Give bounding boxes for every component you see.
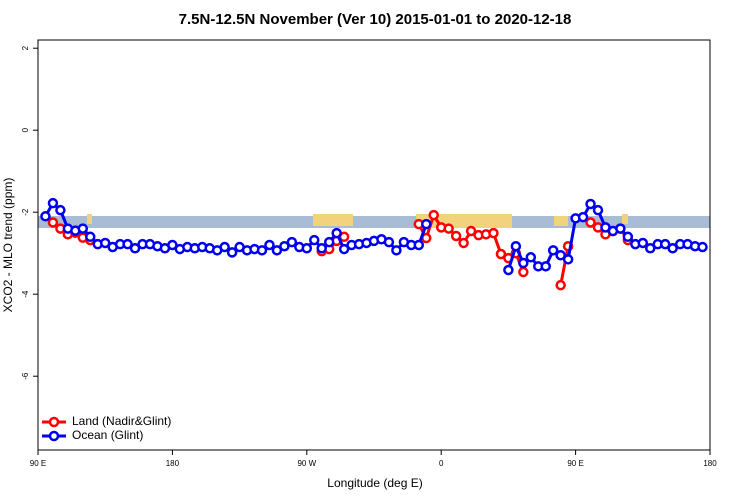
data-point	[383, 236, 395, 248]
data-point	[428, 209, 439, 221]
x-tick-label: 90 W	[297, 459, 316, 468]
data-point	[99, 237, 111, 249]
data-point	[458, 237, 469, 249]
data-point	[85, 231, 96, 243]
series	[40, 197, 708, 276]
chart-title: 7.5N-12.5N November (Ver 10) 2015-01-01 …	[179, 11, 572, 28]
data-point	[271, 245, 283, 256]
legend-label: Land (Nadir&Glint)	[72, 414, 171, 428]
data-point	[323, 236, 335, 248]
y-tick-label: 0	[21, 127, 30, 132]
data-point	[585, 217, 596, 228]
data-point	[219, 241, 230, 253]
data-point	[77, 223, 89, 234]
data-point	[622, 231, 634, 243]
data-point	[47, 197, 59, 209]
data-point	[55, 204, 66, 216]
data-point	[495, 248, 507, 260]
latitude-band	[38, 216, 710, 228]
data-point	[577, 211, 589, 223]
data-point	[226, 247, 238, 258]
data-point	[585, 198, 596, 210]
data-point	[510, 240, 522, 252]
data-point	[443, 223, 454, 234]
y-axis-label: XCO2 - MLO trend (ppm)	[1, 178, 15, 313]
data-point	[391, 245, 402, 256]
data-point	[286, 236, 298, 248]
data-point	[316, 243, 327, 254]
y-tick-label: -6	[21, 372, 30, 380]
data-point	[555, 250, 566, 261]
data-point	[540, 261, 551, 272]
land-patch	[554, 216, 568, 226]
data-point	[667, 243, 678, 254]
data-point	[697, 241, 708, 253]
data-point	[518, 266, 529, 278]
legend-label: Ocean (Glint)	[72, 428, 143, 442]
legend-marker	[48, 416, 60, 428]
data-point	[450, 230, 462, 242]
land-patch	[87, 214, 92, 224]
x-tick-label: 180	[703, 459, 717, 468]
data-point	[637, 237, 649, 249]
data-point	[309, 234, 320, 246]
data-point	[465, 225, 477, 237]
data-point	[301, 243, 313, 254]
data-point	[279, 240, 290, 252]
data-point	[547, 245, 559, 256]
data-point	[421, 218, 432, 230]
land-patch	[622, 214, 628, 224]
data-point	[338, 243, 350, 255]
series-line	[559, 245, 570, 286]
data-point	[264, 239, 275, 251]
x-tick-label: 180	[166, 459, 180, 468]
y-tick-label: -4	[21, 290, 30, 298]
x-tick-label: 0	[439, 459, 444, 468]
data-point	[256, 245, 268, 256]
data-point	[129, 243, 141, 254]
data-point	[503, 264, 514, 276]
x-axis-label: Longitude (deg E)	[327, 476, 422, 490]
legend-marker	[48, 430, 60, 442]
y-tick-label: 2	[21, 45, 30, 50]
data-point	[645, 243, 656, 254]
data-point	[413, 239, 425, 251]
plot-frame	[37, 39, 711, 451]
data-point	[40, 211, 51, 222]
data-point	[525, 252, 537, 263]
data-point	[47, 217, 59, 228]
y-tick-label: -2	[21, 208, 30, 216]
data-point	[122, 238, 133, 250]
data-point	[615, 223, 626, 234]
data-point	[518, 257, 529, 269]
data-point	[331, 227, 342, 239]
legend: Land (Nadir&Glint)Ocean (Glint)	[42, 414, 171, 442]
land-patch	[313, 214, 353, 226]
data-point	[167, 239, 178, 251]
data-point	[555, 279, 566, 291]
data-point	[488, 227, 499, 239]
data-point	[592, 204, 604, 216]
x-tick-label: 90 E	[30, 459, 46, 468]
data-point	[562, 254, 574, 265]
x-tick-label: 90 E	[567, 459, 583, 468]
data-point	[659, 238, 671, 250]
